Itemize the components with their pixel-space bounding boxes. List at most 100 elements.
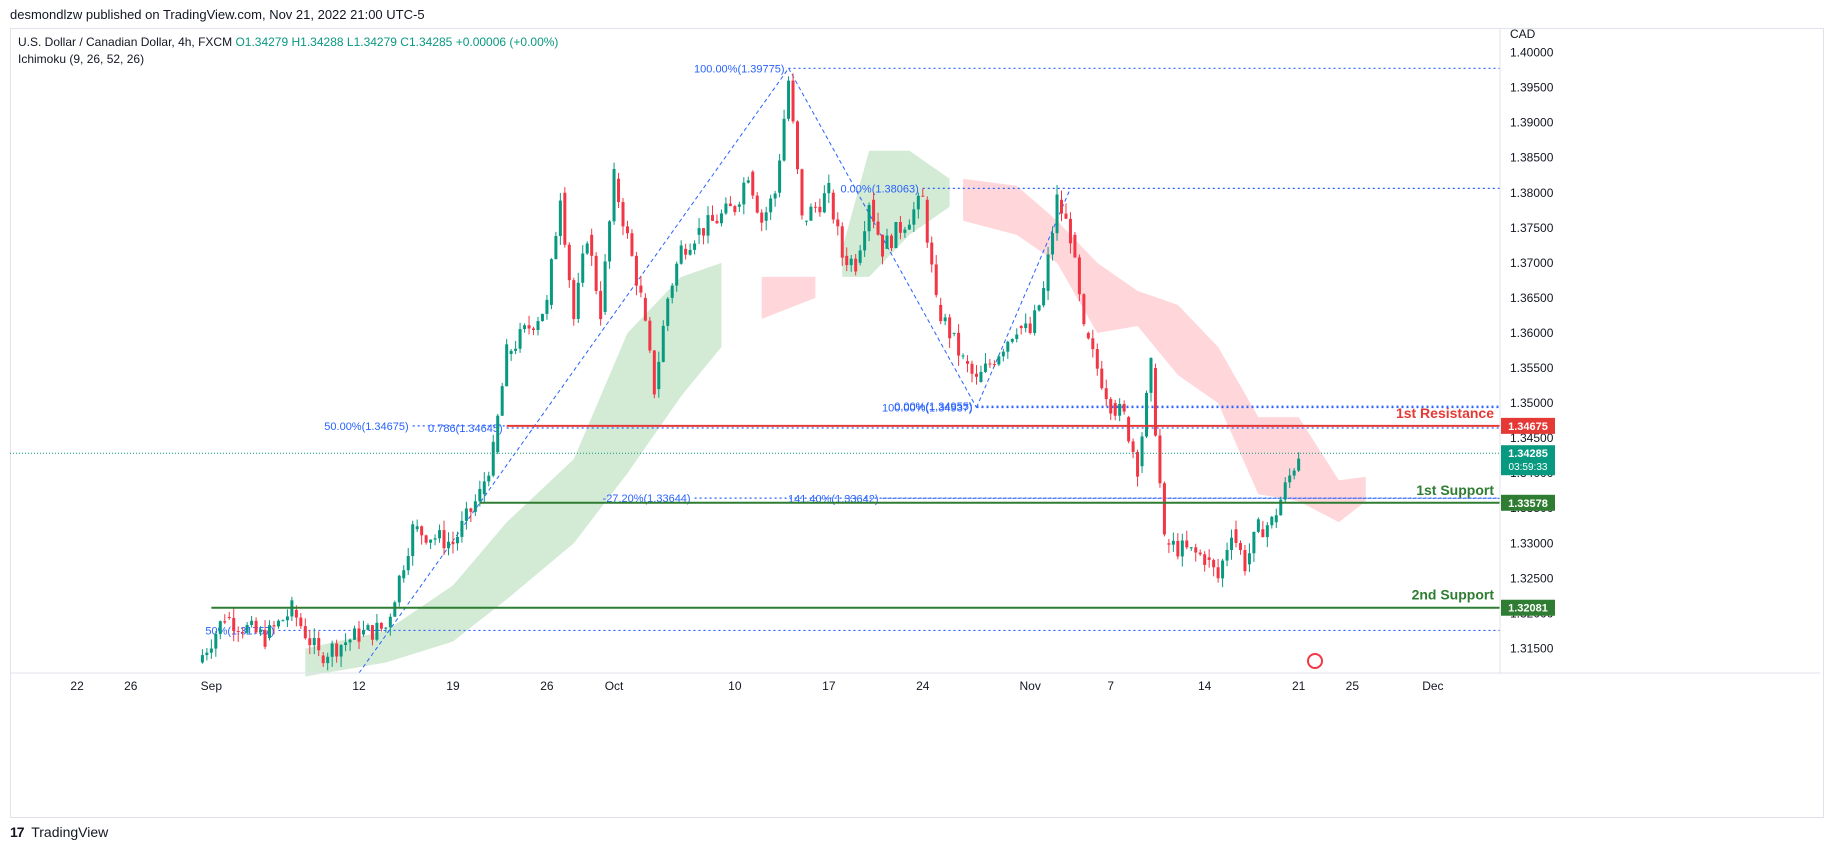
fib-level-label: 0.786(1.34645) xyxy=(428,423,503,435)
indicator-name[interactable]: Ichimoku (9, 26, 52, 26) xyxy=(18,52,145,66)
candle-body xyxy=(849,258,853,266)
candle-body xyxy=(1203,554,1207,565)
candle-body xyxy=(308,638,312,646)
candle-body xyxy=(1140,436,1144,467)
candle-body xyxy=(554,235,558,260)
time-tick-label: Oct xyxy=(605,679,624,693)
candle-body xyxy=(1149,358,1153,393)
chart-frame[interactable] xyxy=(10,28,1824,818)
candle-body xyxy=(760,212,764,223)
price-tick-label: 1.38000 xyxy=(1510,186,1554,200)
candle-body xyxy=(388,616,392,628)
candle-body xyxy=(706,215,710,236)
price-tick-label: 1.38500 xyxy=(1510,151,1554,165)
level-label: 1st Resistance xyxy=(1396,405,1494,421)
time-tick-label: 24 xyxy=(916,679,930,693)
candle-body xyxy=(751,171,755,196)
candle-body xyxy=(1194,547,1198,553)
candle-body xyxy=(643,297,647,321)
time-tick-label: 7 xyxy=(1107,679,1114,693)
candle-body xyxy=(804,220,808,222)
candle-body xyxy=(997,356,1001,365)
candle-body xyxy=(1024,323,1028,329)
candle-body xyxy=(1068,218,1072,244)
candle-body xyxy=(303,626,307,639)
time-tick-label: 22 xyxy=(70,679,84,693)
candle-body xyxy=(675,263,679,286)
candle-body xyxy=(200,655,204,663)
candle-body xyxy=(608,221,612,262)
candle-body xyxy=(1292,470,1296,476)
candle-body xyxy=(876,221,880,235)
time-tick-label: 25 xyxy=(1346,679,1360,693)
candle-body xyxy=(1297,458,1301,471)
candle-body xyxy=(1127,417,1131,442)
fib-level-label: 100.00%(1.34937) xyxy=(882,402,973,414)
current-price-value: 1.34285 xyxy=(1508,448,1548,460)
price-tick-label: 1.37000 xyxy=(1510,256,1554,270)
candle-body xyxy=(1158,435,1162,484)
candle-body xyxy=(688,249,692,255)
candle-body xyxy=(961,355,965,357)
candle-body xyxy=(281,620,285,622)
candle-body xyxy=(236,631,240,633)
candle-body xyxy=(384,627,388,629)
candle-body xyxy=(625,226,629,234)
candle-body xyxy=(1113,403,1117,416)
candle-body xyxy=(684,248,688,255)
candle-body xyxy=(514,348,518,351)
candle-body xyxy=(1225,550,1229,561)
candle-body xyxy=(361,629,365,635)
price-tick-label: 1.40000 xyxy=(1510,46,1554,60)
candle-body xyxy=(1051,233,1055,255)
candle-body xyxy=(813,206,817,208)
candle-body xyxy=(1162,483,1166,535)
candle-body xyxy=(791,80,795,122)
candle-body xyxy=(442,530,446,549)
candle-body xyxy=(863,231,867,251)
candle-body xyxy=(970,363,974,374)
candle-body xyxy=(697,228,701,235)
candle-body xyxy=(746,180,750,183)
candle-body xyxy=(294,609,298,618)
candle-body xyxy=(1100,368,1104,389)
support-resistance-levels[interactable]: 1st Resistance 1st Support 2nd Support xyxy=(10,405,1500,609)
candle-body xyxy=(737,204,741,207)
candle-body xyxy=(778,160,782,193)
candle-body xyxy=(1015,334,1019,339)
candle-body xyxy=(545,299,549,314)
candle-body xyxy=(397,575,401,603)
brand-name[interactable]: TradingView xyxy=(31,824,109,840)
level-badge-value: 1.33578 xyxy=(1508,498,1548,510)
candle-body xyxy=(831,192,835,220)
candle-body xyxy=(339,645,343,657)
fib-level-label: 0.00%(1.34955) xyxy=(894,401,972,413)
candle-body xyxy=(679,245,683,264)
tradingview-logo-icon[interactable]: 17 xyxy=(10,824,25,840)
open-value: O1.34279 xyxy=(235,35,289,49)
symbol-name[interactable]: U.S. Dollar / Canadian Dollar, 4h, FXCM xyxy=(18,35,233,49)
candle-body xyxy=(773,193,777,199)
candle-body xyxy=(250,620,254,625)
candle-body xyxy=(1171,540,1175,545)
candle-body xyxy=(321,655,325,664)
time-axis[interactable]: 22 26 Sep 12 19 26 Oct 10 17 24 Nov 7 14 21 25 Dec xyxy=(10,653,1820,693)
candle-body xyxy=(245,624,249,633)
cloud-segment xyxy=(761,276,816,319)
candle-body xyxy=(1042,288,1046,306)
price-axis[interactable]: CAD 1.40000 1.39500 1.39000 1.38500 1.38000 1.… xyxy=(1499,27,1554,673)
candle-body xyxy=(1238,542,1242,551)
candle-body xyxy=(1247,553,1251,565)
candle-body xyxy=(1189,547,1193,549)
time-tick-label: 21 xyxy=(1292,679,1306,693)
candle-body xyxy=(594,255,598,291)
time-tick-label: 26 xyxy=(124,679,138,693)
candle-body xyxy=(796,121,800,170)
candle-body xyxy=(983,363,987,372)
candle-body xyxy=(634,255,638,286)
candle-body xyxy=(657,361,661,390)
candle-body xyxy=(478,488,482,502)
candle-body xyxy=(921,195,925,197)
candle-body xyxy=(666,298,670,326)
